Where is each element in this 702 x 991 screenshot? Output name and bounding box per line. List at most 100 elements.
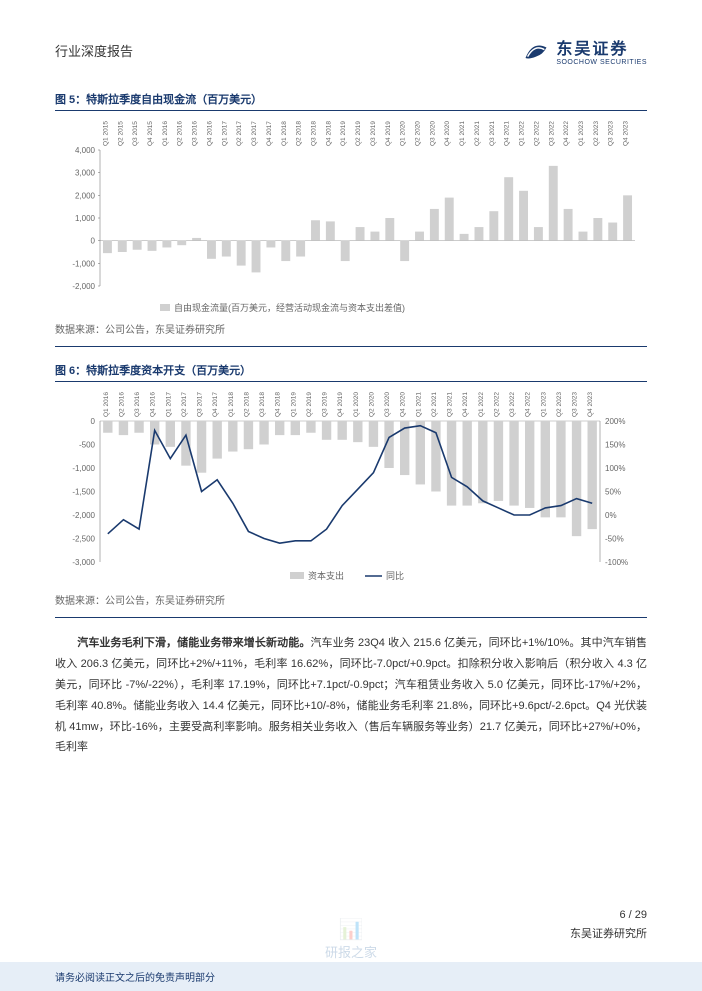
svg-text:150%: 150% <box>605 441 625 450</box>
svg-text:Q3 2021: Q3 2021 <box>447 392 454 417</box>
svg-text:Q3 2018: Q3 2018 <box>259 392 266 417</box>
svg-text:同比: 同比 <box>386 570 404 581</box>
svg-text:-1,500: -1,500 <box>72 488 95 497</box>
svg-text:Q3 2023: Q3 2023 <box>572 392 579 417</box>
svg-text:Q2 2020: Q2 2020 <box>415 121 422 146</box>
svg-text:Q2 2016: Q2 2016 <box>118 392 125 417</box>
figure6-chart: Q1 2016Q2 2016Q3 2016Q4 2016Q1 2017Q2 20… <box>55 387 647 587</box>
body-rest: 汽车业务 23Q4 收入 215.6 亿美元，同环比+1%/10%。其中汽车销售… <box>55 637 647 753</box>
figure5-source: 数据来源：公司公告，东吴证券研究所 <box>55 321 647 347</box>
page-header: 行业深度报告 东吴证券 SOOCHOW SECURITIES <box>55 35 647 66</box>
svg-text:Q3 2019: Q3 2019 <box>370 121 377 146</box>
svg-text:Q1 2016: Q1 2016 <box>103 392 110 417</box>
svg-text:Q3 2020: Q3 2020 <box>429 121 436 146</box>
svg-text:Q4 2015: Q4 2015 <box>147 121 154 146</box>
svg-text:-3,000: -3,000 <box>72 558 95 567</box>
svg-text:Q4 2022: Q4 2022 <box>563 121 570 146</box>
svg-text:50%: 50% <box>605 488 621 497</box>
svg-text:Q4 2021: Q4 2021 <box>462 392 469 417</box>
watermark-icon: 📊 <box>339 917 364 942</box>
svg-text:Q4 2023: Q4 2023 <box>587 392 594 417</box>
svg-text:Q1 2019: Q1 2019 <box>290 392 297 417</box>
svg-text:Q3 2018: Q3 2018 <box>310 121 317 146</box>
svg-text:200%: 200% <box>605 417 625 426</box>
svg-text:Q2 2021: Q2 2021 <box>431 392 438 417</box>
figure5-svg: Q1 2015 Q2 2015 Q3 2015 Q4 2015 Q1 2016 Q2 20… <box>55 116 645 316</box>
svg-text:Q3 2016: Q3 2016 <box>192 121 199 146</box>
svg-text:Q2 2023: Q2 2023 <box>593 121 600 146</box>
figure6-source: 数据来源：公司公告，东吴证券研究所 <box>55 592 647 618</box>
svg-text:Q1 2015: Q1 2015 <box>102 121 109 146</box>
body-bold-lead: 汽车业务毛利下滑，储能业务带来增长新动能。 <box>77 637 310 649</box>
svg-text:Q4 2021: Q4 2021 <box>504 121 511 146</box>
svg-text:Q1 2016: Q1 2016 <box>162 121 169 146</box>
logo-en: SOOCHOW SECURITIES <box>556 59 647 66</box>
svg-text:Q3 2022: Q3 2022 <box>509 392 516 417</box>
svg-text:Q2 2023: Q2 2023 <box>556 392 563 417</box>
logo-cn: 东吴证券 <box>556 35 647 59</box>
company-logo: 东吴证券 SOOCHOW SECURITIES <box>522 35 647 66</box>
svg-text:Q1 2019: Q1 2019 <box>340 121 347 146</box>
svg-text:Q2 2016: Q2 2016 <box>177 121 184 146</box>
svg-text:Q1 2017: Q1 2017 <box>221 121 228 146</box>
svg-text:Q1 2018: Q1 2018 <box>281 121 288 146</box>
watermark-main: 研报之家 <box>325 942 377 961</box>
svg-text:4,000: 4,000 <box>75 146 96 155</box>
svg-text:Q4 2020: Q4 2020 <box>400 392 407 417</box>
svg-text:Q1 2021: Q1 2021 <box>459 121 466 146</box>
logo-icon <box>522 37 550 65</box>
svg-text:Q4 2018: Q4 2018 <box>325 121 332 146</box>
figure5-chart: Q1 2015 Q2 2015 Q3 2015 Q4 2015 Q1 2016 Q2 20… <box>55 116 647 316</box>
svg-text:Q2 2022: Q2 2022 <box>533 121 540 146</box>
svg-text:-1,000: -1,000 <box>72 464 95 473</box>
svg-text:1,000: 1,000 <box>75 214 96 223</box>
svg-text:-50%: -50% <box>605 535 624 544</box>
svg-text:Q3 2017: Q3 2017 <box>197 392 204 417</box>
svg-text:Q1 2022: Q1 2022 <box>519 121 526 146</box>
svg-text:Q1 2021: Q1 2021 <box>415 392 422 417</box>
svg-text:-2,500: -2,500 <box>72 535 95 544</box>
svg-text:Q4 2020: Q4 2020 <box>444 121 451 146</box>
svg-text:Q1 2017: Q1 2017 <box>165 392 172 417</box>
figure6-svg: Q1 2016Q2 2016Q3 2016Q4 2016Q1 2017Q2 20… <box>55 387 645 587</box>
svg-text:Q1 2023: Q1 2023 <box>540 392 547 417</box>
svg-text:Q3 2017: Q3 2017 <box>251 121 258 146</box>
svg-text:Q2 2015: Q2 2015 <box>117 121 124 146</box>
svg-text:Q3 2020: Q3 2020 <box>384 392 391 417</box>
svg-text:Q1 2020: Q1 2020 <box>353 392 360 417</box>
svg-text:Q2 2019: Q2 2019 <box>306 392 313 417</box>
svg-text:Q2 2017: Q2 2017 <box>236 121 243 146</box>
svg-text:Q1 2018: Q1 2018 <box>228 392 235 417</box>
svg-text:Q3 2022: Q3 2022 <box>548 121 555 146</box>
svg-text:Q4 2019: Q4 2019 <box>337 392 344 417</box>
svg-text:Q2 2020: Q2 2020 <box>368 392 375 417</box>
svg-text:-2,000: -2,000 <box>72 511 95 520</box>
svg-text:Q4 2019: Q4 2019 <box>385 121 392 146</box>
svg-text:-100%: -100% <box>605 558 628 567</box>
svg-text:Q3 2021: Q3 2021 <box>489 121 496 146</box>
svg-text:Q1 2022: Q1 2022 <box>478 392 485 417</box>
svg-text:Q4 2018: Q4 2018 <box>275 392 282 417</box>
svg-text:0%: 0% <box>605 511 617 520</box>
figure5-title: 图 5：特斯拉季度自由现金流（百万美元） <box>55 91 647 111</box>
header-title: 行业深度报告 <box>55 41 133 60</box>
svg-text:-1,000: -1,000 <box>72 259 95 268</box>
svg-text:Q4 2016: Q4 2016 <box>206 121 213 146</box>
svg-text:100%: 100% <box>605 464 625 473</box>
figure6-title: 图 6：特斯拉季度资本开支（百万美元） <box>55 362 647 382</box>
svg-text:Q4 2017: Q4 2017 <box>212 392 219 417</box>
svg-text:-2,000: -2,000 <box>72 282 95 291</box>
svg-text:Q2 2017: Q2 2017 <box>181 392 188 417</box>
footer-disclaimer: 请务必阅读正文之后的免责声明部分 <box>0 962 702 991</box>
svg-text:0: 0 <box>91 237 96 246</box>
svg-text:Q4 2023: Q4 2023 <box>623 121 630 146</box>
svg-text:Q4 2017: Q4 2017 <box>266 121 273 146</box>
svg-text:-500: -500 <box>79 441 96 450</box>
svg-text:Q3 2023: Q3 2023 <box>608 121 615 146</box>
svg-text:Q3 2019: Q3 2019 <box>322 392 329 417</box>
svg-text:Q3 2015: Q3 2015 <box>132 121 139 146</box>
svg-text:自由现金流量(百万美元，经营活动现金流与资本支出差值): 自由现金流量(百万美元，经营活动现金流与资本支出差值) <box>174 302 405 313</box>
page-number: 6 / 29 <box>619 909 647 921</box>
svg-text:Q4 2016: Q4 2016 <box>150 392 157 417</box>
svg-text:0: 0 <box>91 417 96 426</box>
